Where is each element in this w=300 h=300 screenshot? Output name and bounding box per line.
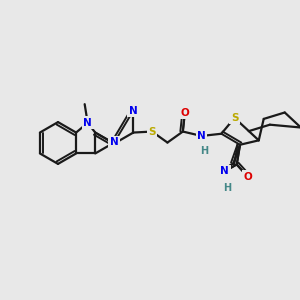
Text: N: N xyxy=(110,137,119,147)
Text: O: O xyxy=(181,108,189,118)
Text: N: N xyxy=(220,166,229,176)
Text: H: H xyxy=(224,183,232,193)
Text: N: N xyxy=(83,118,92,128)
Text: O: O xyxy=(243,172,252,182)
Text: N: N xyxy=(129,106,138,116)
Text: S: S xyxy=(231,113,238,123)
Text: N: N xyxy=(197,131,206,141)
Text: N: N xyxy=(110,139,119,148)
Text: S: S xyxy=(148,127,156,136)
Text: H: H xyxy=(200,146,208,156)
